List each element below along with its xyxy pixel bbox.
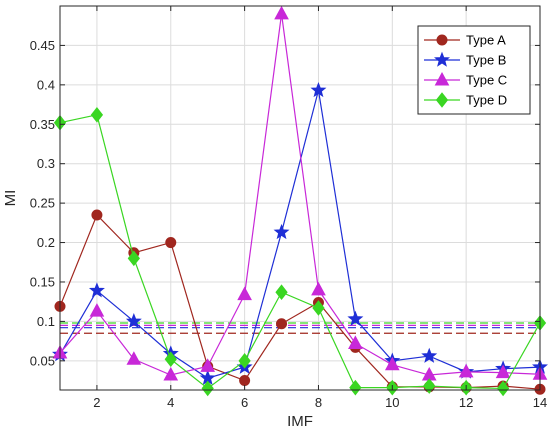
ticks: 2 4 6 8 10 12 14 0.05 0.1 0.15 0.2 0.25 0.3 0.35 0.4 0.…	[30, 6, 547, 410]
x-tick-label: 2	[93, 395, 100, 410]
point-type-b	[310, 81, 327, 98]
series-type-d	[53, 107, 547, 397]
legend-marker-type-a	[436, 34, 448, 46]
legend-label-type-d: Type D	[466, 93, 507, 108]
point-type-a	[239, 375, 251, 387]
series-line-type-d	[59, 114, 541, 390]
point-type-c	[311, 281, 326, 296]
point-type-c	[89, 303, 105, 317]
point-type-c	[384, 356, 400, 371]
x-tick-label: 14	[533, 395, 547, 410]
point-type-c	[163, 366, 179, 381]
point-type-c	[200, 358, 216, 372]
point-type-c	[237, 286, 252, 301]
y-tick-label: 0.15	[30, 274, 55, 289]
y-tick-label: 0.2	[37, 235, 55, 250]
x-tick-label: 4	[167, 395, 174, 410]
point-type-d	[238, 353, 251, 369]
threshold-lines	[60, 322, 540, 334]
point-type-a	[276, 318, 288, 330]
point-type-b	[88, 282, 105, 298]
point-type-b	[421, 347, 438, 363]
point-type-c	[126, 351, 142, 365]
y-tick-label: 0.1	[37, 314, 55, 329]
y-tick-label: 0.25	[30, 196, 55, 211]
point-type-d	[349, 379, 362, 396]
y-tick-label: 0.35	[30, 117, 55, 132]
point-type-c	[274, 5, 289, 20]
legend-label-type-a: Type A	[466, 33, 506, 48]
point-type-c	[348, 335, 363, 349]
legend-label-type-b: Type B	[466, 53, 506, 68]
grid	[60, 6, 541, 390]
legend: Type A Type B Type C Type D	[417, 25, 531, 115]
series-type-c	[52, 5, 548, 381]
series-layer	[52, 5, 548, 397]
point-type-a	[165, 237, 177, 249]
y-tick-label: 0.45	[30, 38, 55, 53]
y-tick-label: 0.4	[37, 77, 55, 92]
point-type-c	[495, 364, 511, 379]
x-axis-title: IMF	[287, 413, 313, 430]
point-type-d	[312, 300, 325, 316]
point-type-a	[91, 209, 103, 221]
point-type-d	[496, 380, 510, 397]
point-type-d	[201, 380, 214, 397]
x-tick-label: 6	[241, 395, 248, 410]
plot-frame	[59, 5, 541, 391]
legend-marker-type-d	[435, 92, 449, 108]
point-type-b	[125, 313, 142, 329]
y-tick-label: 0.05	[30, 353, 55, 368]
legend-label-type-c: Type C	[466, 73, 507, 88]
y-tick-label: 0.3	[37, 156, 55, 171]
point-type-d	[127, 250, 140, 267]
legend-marker-type-c	[434, 71, 450, 86]
series-line-type-c	[59, 13, 541, 376]
y-axis-title: MI	[2, 190, 19, 207]
point-type-b	[273, 223, 290, 240]
x-tick-label: 8	[315, 395, 322, 410]
legend-marker-type-b	[434, 51, 450, 67]
point-type-d	[164, 351, 177, 368]
point-type-b	[347, 310, 364, 326]
x-tick-label: 12	[459, 395, 473, 410]
x-tick-label: 10	[385, 395, 399, 410]
point-type-d	[90, 107, 104, 123]
point-type-c	[458, 363, 474, 378]
point-type-d	[275, 284, 288, 301]
